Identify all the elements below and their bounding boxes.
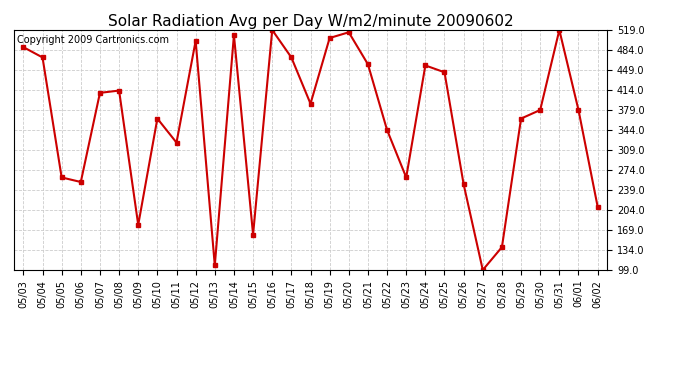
Text: Copyright 2009 Cartronics.com: Copyright 2009 Cartronics.com — [17, 35, 169, 45]
Title: Solar Radiation Avg per Day W/m2/minute 20090602: Solar Radiation Avg per Day W/m2/minute … — [108, 14, 513, 29]
